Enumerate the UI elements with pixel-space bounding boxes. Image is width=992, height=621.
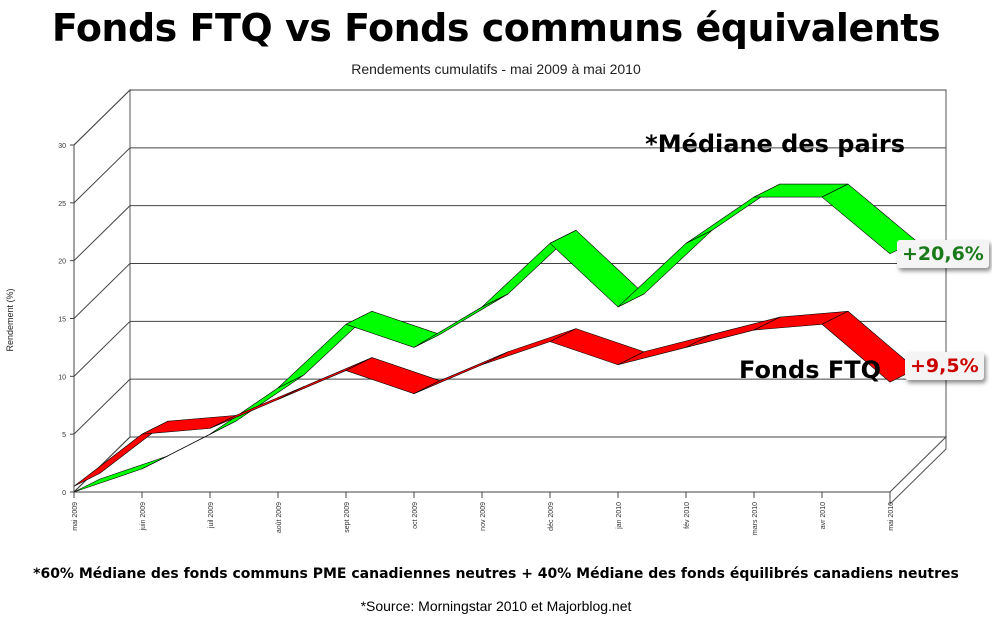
grid-diag [73, 320, 131, 377]
y-tick-label: 20 [58, 259, 66, 266]
y-tick-label: 15 [58, 317, 66, 324]
grid-diag [73, 205, 131, 262]
x-tick-label: juil 2009 [208, 502, 215, 529]
x-tick-label: fév 2010 [684, 502, 691, 529]
x-tick-label: jan 2010 [616, 502, 623, 530]
x-axis-ticks: mai 2009 juin 2009 juil 2009 août 2009 sept … [72, 492, 895, 535]
series-ribbons [73, 183, 917, 493]
grid-diag [73, 263, 131, 319]
x-tick-label: mai 2010 [888, 502, 895, 531]
y-axis-label: Rendement (%) [5, 288, 15, 351]
x-tick-label: juin 2009 [140, 502, 147, 532]
y-tick-label: 25 [58, 201, 66, 208]
source-note: *Source: Morningstar 2010 et Majorblog.n… [360, 598, 632, 614]
x-tick-label: oct 2009 [412, 502, 419, 529]
chart-title: Fonds FTQ vs Fonds communs équivalents [51, 6, 941, 50]
y-tick-label: 30 [58, 143, 66, 150]
footnote: *60% Médiane des fonds communs PME canad… [33, 566, 959, 582]
x-tick-label: déc 2009 [548, 502, 555, 531]
ftq-end-value-label: +9,5% [905, 352, 984, 380]
x-tick-label: août 2009 [276, 502, 283, 533]
y-tick-label: 10 [58, 374, 66, 381]
grid-diag [73, 147, 131, 204]
floor-edge [889, 435, 947, 506]
x-tick-label: avr 2010 [820, 502, 827, 529]
x-tick-label: sept 2009 [344, 502, 351, 533]
legend-ftq-label: Fonds FTQ [739, 356, 881, 384]
y-tick-label: 5 [62, 432, 66, 439]
grid-diag [73, 378, 131, 435]
legend-peers-label: *Médiane des pairs [645, 130, 905, 158]
x-tick-label: mai 2009 [72, 502, 79, 531]
chart-subtitle: Rendements cumulatifs - mai 2009 à mai 2… [351, 61, 641, 77]
grid-diag [73, 89, 131, 146]
floor [72, 436, 948, 493]
x-tick-label: mars 2010 [752, 502, 759, 535]
y-axis-ticks: 0 5 10 15 20 25 30 [58, 143, 74, 497]
y-tick-label: 0 [62, 490, 66, 497]
x-tick-label: nov 2009 [480, 502, 487, 531]
peers-end-value-label: +20,6% [897, 240, 989, 268]
